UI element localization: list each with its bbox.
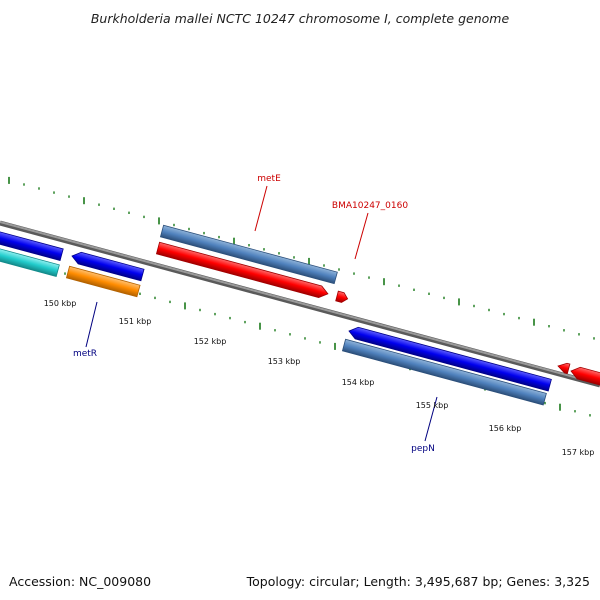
feature-bar-metR-gene <box>65 265 141 298</box>
tick-label-155kbp: 155 kbp <box>416 401 449 410</box>
gene-label-BMA10247-0160: BMA10247_0160 <box>332 201 408 211</box>
accession-text: Accession: NC_009080 <box>9 574 151 589</box>
feature-bar-pepN-gene <box>341 338 547 406</box>
tick-label-157kbp: 157 kbp <box>562 448 595 457</box>
map-title: Burkholderia mallei NCTC 10247 chromosom… <box>91 11 510 26</box>
gene-label-pepN: pepN <box>411 444 435 454</box>
topology-text: Topology: circular; Length: 3,495,687 bp… <box>246 574 590 589</box>
tick-label-151kbp: 151 kbp <box>119 317 152 326</box>
tick-label-152kbp: 152 kbp <box>194 337 227 346</box>
genome-backbone <box>0 220 600 388</box>
cds-arrow-BMA10247-0160 <box>335 290 349 303</box>
gene-label-leaders <box>85 185 438 442</box>
tick-label-153kbp: 153 kbp <box>268 357 301 366</box>
gene-label-metR: metR <box>73 349 97 359</box>
cds-arrow-right-edge-red <box>570 366 600 388</box>
cds-arrow-metR <box>71 251 145 282</box>
upper-tick-row <box>8 176 595 340</box>
cds-arrow-left-edge-cyan <box>0 247 60 277</box>
cds-arrow-right-edge-red-small <box>557 362 571 375</box>
cds-arrow-pepN <box>348 326 552 392</box>
tick-label-150kbp: 150 kbp <box>44 299 77 308</box>
tick-label-154kbp: 154 kbp <box>342 378 375 387</box>
gene-label-metE: metE <box>257 174 281 184</box>
cds-arrow-metE <box>155 241 329 298</box>
cds-arrow-left-edge-navy <box>0 230 64 261</box>
feature-bar-metE-gene <box>159 224 338 285</box>
tick-label-156kbp: 156 kbp <box>489 424 522 433</box>
